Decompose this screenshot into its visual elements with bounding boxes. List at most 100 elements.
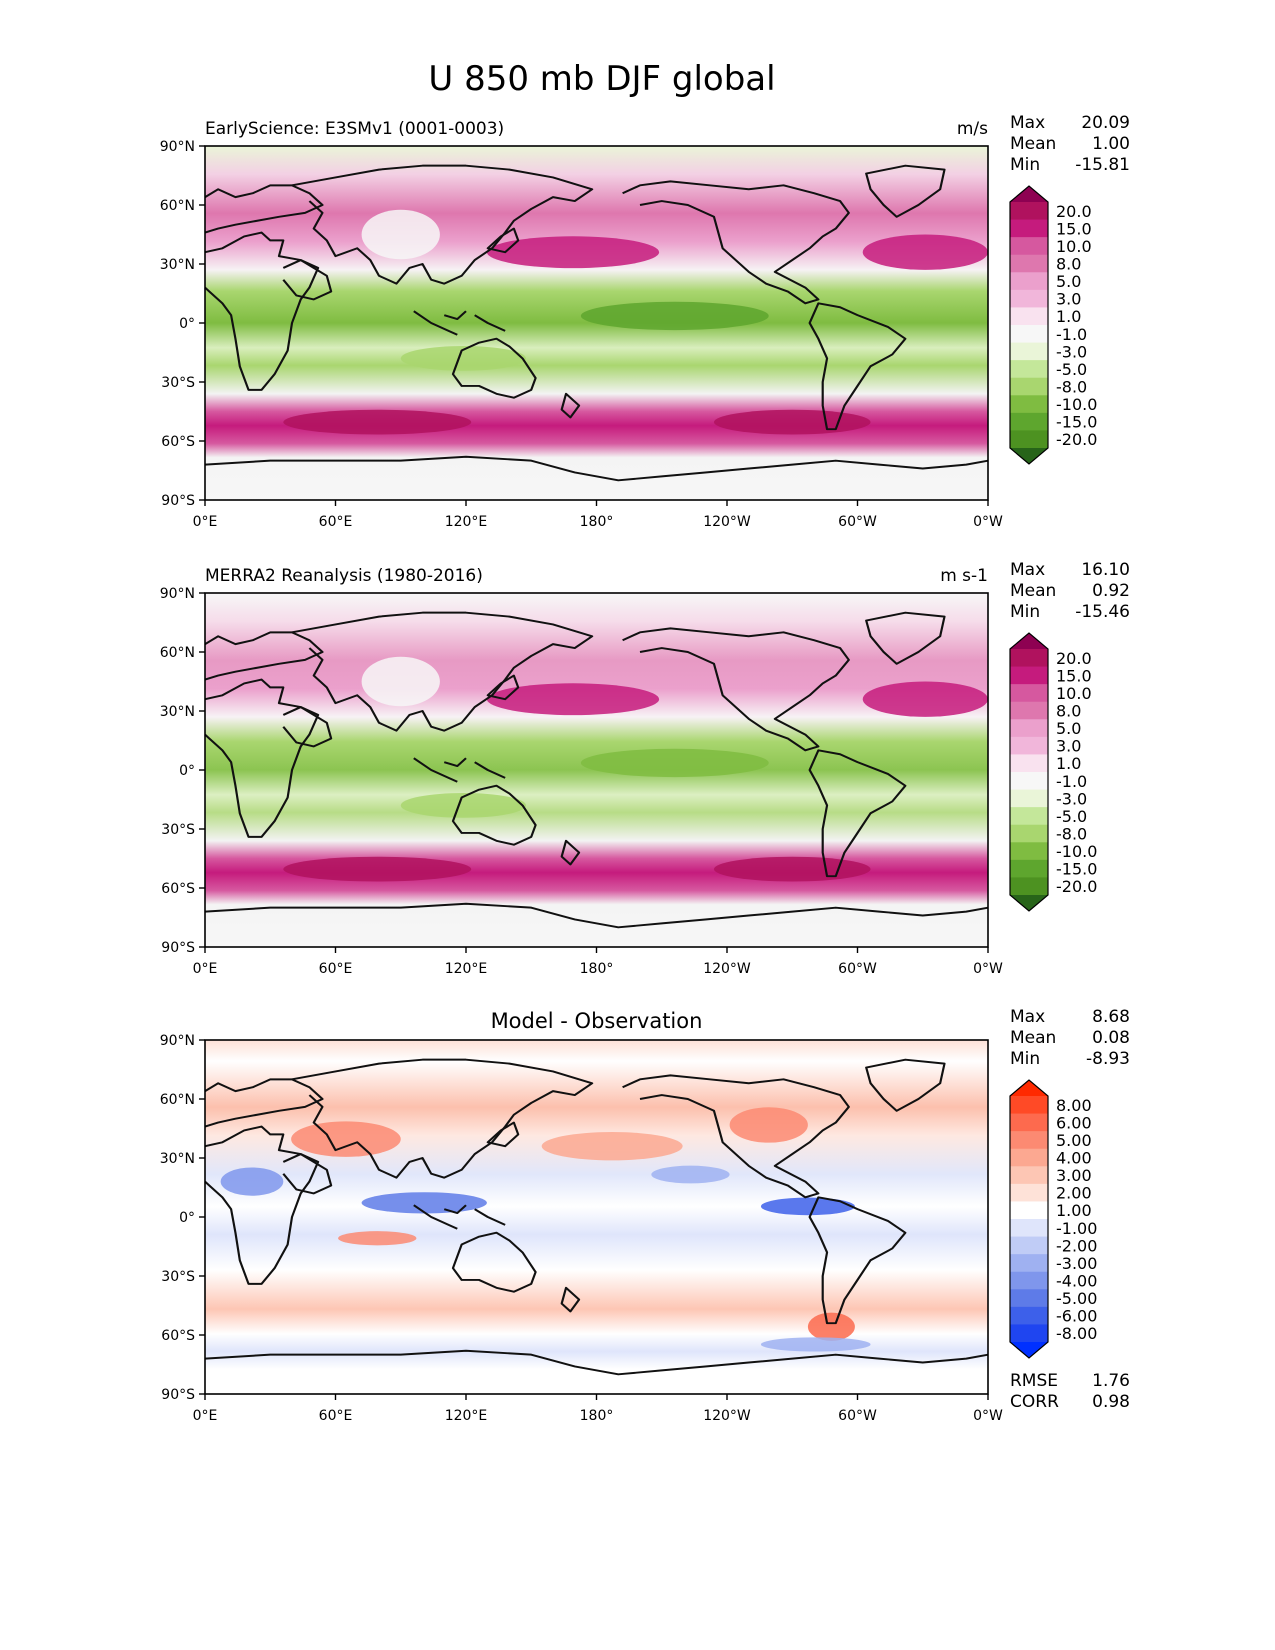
x-tick-label: 0°E — [193, 961, 218, 977]
y-tick-label: 60°S — [161, 1328, 195, 1344]
colorbar-cell — [1010, 1096, 1048, 1115]
colorbar-tick-label: 1.0 — [1056, 754, 1081, 773]
colorbar-cell — [1010, 1131, 1048, 1150]
colorbar-cell — [1010, 237, 1048, 256]
x-tick-label: 60°W — [838, 961, 877, 977]
x-tick-label: 60°W — [838, 1408, 877, 1424]
stat-value: 20.09 — [1081, 113, 1130, 133]
colorbar-tick-label: -20.0 — [1056, 430, 1097, 449]
stat-label: Max — [1010, 560, 1045, 580]
colorbar-tick-label: -3.00 — [1056, 1254, 1097, 1273]
colorbar-tick-label: -10.0 — [1056, 842, 1097, 861]
y-tick-label: 90°N — [160, 1033, 195, 1049]
panel-title: MERRA2 Reanalysis (1980-2016) — [205, 566, 483, 586]
y-tick-label: 30°S — [161, 1269, 195, 1285]
colorbar-cell — [1010, 395, 1048, 414]
field-feature — [283, 856, 472, 882]
stat-value: 16.10 — [1081, 560, 1130, 580]
colorbar-cell — [1010, 719, 1048, 738]
field-feature — [713, 856, 871, 882]
colorbar-tick-label: -15.0 — [1056, 413, 1097, 432]
colorbar-cell — [1010, 1183, 1048, 1202]
field-feature — [361, 209, 440, 260]
stat-label: Min — [1010, 1049, 1040, 1069]
y-tick-label: 60°N — [160, 645, 195, 661]
colorbar-tick-label: -3.0 — [1056, 342, 1087, 361]
y-tick-label: 90°N — [160, 139, 195, 155]
colorbar-tick-label: -1.00 — [1056, 1219, 1097, 1238]
colorbar-tick-label: 10.0 — [1056, 237, 1092, 256]
stat-value: 1.00 — [1092, 134, 1130, 154]
colorbar-cell — [1010, 807, 1048, 826]
x-tick-label: 120°W — [703, 514, 751, 530]
colorbar-extend-max — [1010, 1080, 1048, 1096]
colorbar-cell — [1010, 377, 1048, 396]
colorbar-tick-label: -20.0 — [1056, 877, 1097, 896]
colorbar-tick-label: 20.0 — [1056, 202, 1092, 221]
colorbar-tick-label: 8.0 — [1056, 255, 1081, 274]
colorbar-tick-label: 8.0 — [1056, 702, 1081, 721]
x-tick-label: 0°W — [973, 1408, 1003, 1424]
colorbar-tick-label: -5.0 — [1056, 360, 1087, 379]
stat-label: Max — [1010, 1007, 1045, 1027]
stat-label: Min — [1010, 602, 1040, 622]
panel-ref: 0°E 60°E 120°E 180° 120°W 60°W 0°W 90°N 60°N 30°N… — [160, 560, 1130, 977]
x-tick-label: 60°E — [319, 514, 353, 530]
stat-label: Mean — [1010, 134, 1056, 154]
field-feature — [862, 234, 988, 270]
field-feature — [283, 409, 472, 435]
colorbar-extend-min — [1010, 895, 1048, 911]
colorbar-cell — [1010, 666, 1048, 685]
colorbar-cell — [1010, 1289, 1048, 1308]
colorbar-cell — [1010, 360, 1048, 379]
panel-title: EarlyScience: E3SMv1 (0001-0003) — [205, 119, 504, 139]
colorbar-tick-label: 1.0 — [1056, 307, 1081, 326]
colorbar-cell — [1010, 325, 1048, 344]
field-feature — [486, 683, 660, 716]
field-feature — [541, 1132, 683, 1161]
colorbar-cell — [1010, 649, 1048, 668]
stat-label: Min — [1010, 155, 1040, 175]
field-feature — [862, 681, 988, 717]
y-tick-label: 30°N — [160, 1151, 195, 1167]
stat-value: 1.76 — [1092, 1371, 1130, 1391]
colorbar-tick-label: -5.0 — [1056, 807, 1087, 826]
colorbar-cell — [1010, 736, 1048, 755]
colorbar-cell — [1010, 254, 1048, 273]
colorbar-cell — [1010, 1201, 1048, 1220]
colorbar-cell — [1010, 684, 1048, 703]
colorbar-tick-label: 2.00 — [1056, 1184, 1092, 1203]
colorbar-tick-label: -15.0 — [1056, 860, 1097, 879]
colorbar-outline — [1009, 632, 1049, 912]
colorbar-tick-label: -5.00 — [1056, 1289, 1097, 1308]
y-tick-label: 30°S — [161, 822, 195, 838]
field-feature — [651, 1165, 730, 1184]
x-tick-label: 180° — [580, 514, 614, 530]
colorbar-extend-max — [1010, 186, 1048, 202]
colorbar-cell — [1010, 1148, 1048, 1167]
colorbar-cell — [1010, 202, 1048, 221]
x-tick-label: 120°E — [445, 514, 488, 530]
colorbar-tick-label: 15.0 — [1056, 219, 1092, 238]
y-tick-label: 60°S — [161, 434, 195, 450]
x-tick-label: 60°E — [319, 1408, 353, 1424]
field-feature — [486, 236, 660, 269]
colorbar-outline — [1009, 185, 1049, 465]
colorbar-tick-label: 1.00 — [1056, 1201, 1092, 1220]
colorbar-tick-label: 6.00 — [1056, 1113, 1092, 1132]
field-feature — [580, 301, 769, 331]
colorbar-tick-label: 3.0 — [1056, 290, 1081, 309]
field-feature — [713, 409, 871, 435]
colorbar-tick-label: 5.00 — [1056, 1131, 1092, 1150]
colorbar-cell — [1010, 342, 1048, 361]
colorbar-tick-label: 5.0 — [1056, 719, 1081, 738]
colorbar-tick-label: 15.0 — [1056, 666, 1092, 685]
x-tick-label: 60°E — [319, 961, 353, 977]
y-tick-label: 30°N — [160, 257, 195, 273]
colorbar-tick-label: 10.0 — [1056, 684, 1092, 703]
colorbar-tick-label: 20.0 — [1056, 649, 1092, 668]
colorbar-tick-label: 3.00 — [1056, 1166, 1092, 1185]
panel-units: m s-1 — [940, 566, 988, 586]
colorbar-tick-label: -8.00 — [1056, 1324, 1097, 1343]
colorbar-cell — [1010, 289, 1048, 308]
